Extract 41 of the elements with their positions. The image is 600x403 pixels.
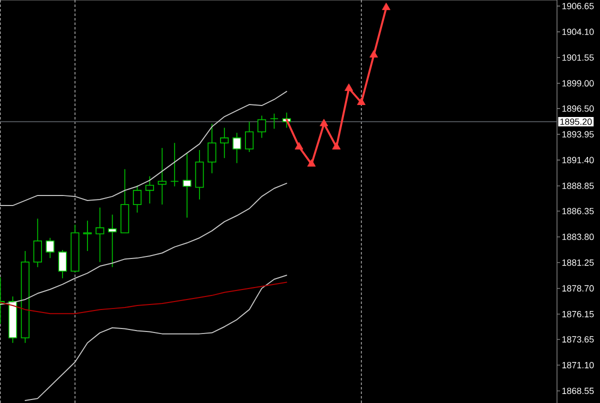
candlestick <box>158 148 166 205</box>
y-tick-label: 1881.25 <box>562 259 594 266</box>
point <box>307 159 316 167</box>
candlestick <box>33 218 42 268</box>
y-tick-label: 1888.85 <box>562 182 594 190</box>
candlestick <box>96 207 104 263</box>
y-tick-label: 1899.00 <box>562 80 594 87</box>
point <box>370 50 378 58</box>
point <box>320 118 328 126</box>
y-tick-label: 1886.35 <box>562 208 594 214</box>
y-tick-label: 1896.50 <box>562 105 594 112</box>
line-series <box>0 182 288 306</box>
candlestick <box>46 237 54 259</box>
y-tick-label: 1883.80 <box>562 234 594 240</box>
y-tick-label: 1904.10 <box>562 28 594 35</box>
candlestick <box>83 220 92 252</box>
y-tick-label: 1876.15 <box>562 310 594 318</box>
y-tick-label: 1878.70 <box>562 285 594 292</box>
candlestick <box>170 142 179 187</box>
point <box>344 84 354 91</box>
ref-line-label: 1895.20 <box>560 118 592 125</box>
y-tick-label: 1901.55 <box>562 54 594 61</box>
candlestick <box>232 132 242 164</box>
point <box>332 142 341 150</box>
candlestick <box>145 176 154 204</box>
y-tick-label: 1871.10 <box>562 362 594 368</box>
y-tick-label: 1873.65 <box>562 336 594 343</box>
candlestick <box>108 214 117 268</box>
point <box>357 98 366 106</box>
y-tick-label: 1868.55 <box>562 388 594 394</box>
candlestick <box>195 150 204 200</box>
point <box>294 142 304 150</box>
y-tick-label: 1891.40 <box>562 156 594 164</box>
candlestick <box>220 127 229 159</box>
point <box>382 2 390 10</box>
candlestick <box>244 121 254 152</box>
y-tick-label: 1906.65 <box>562 2 594 10</box>
candlestick <box>208 123 216 174</box>
candlestick <box>20 250 30 344</box>
y-tick-label: 1893.95 <box>562 131 594 138</box>
candlestick <box>182 152 192 218</box>
